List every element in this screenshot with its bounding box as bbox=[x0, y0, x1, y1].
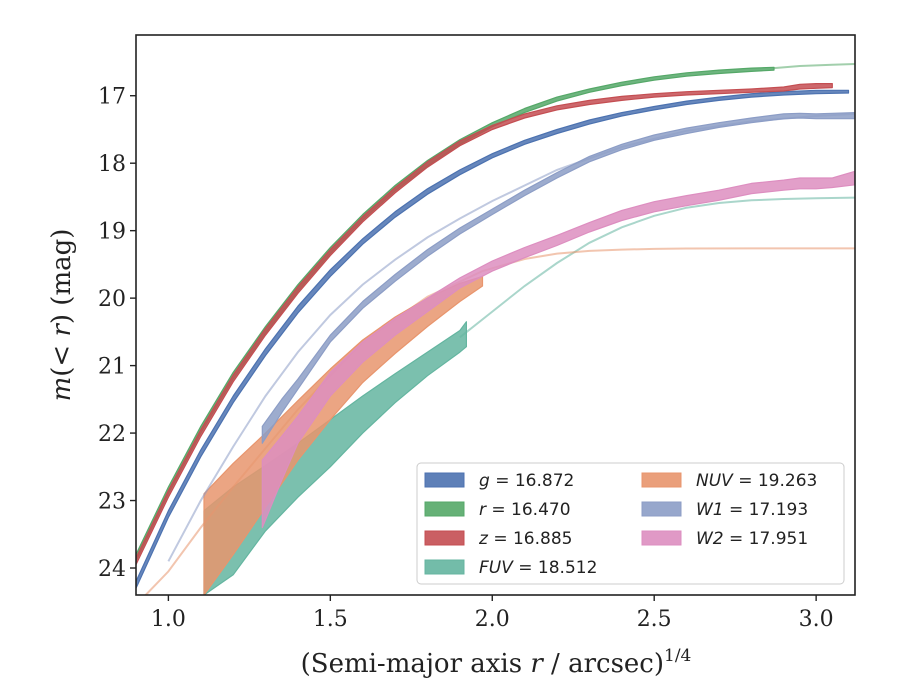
y-tick-label: 20 bbox=[98, 287, 126, 312]
legend-swatch-w2 bbox=[641, 530, 682, 546]
y-tick-label: 24 bbox=[98, 557, 126, 582]
series-z bbox=[136, 82, 833, 566]
x-tick-label: 1.0 bbox=[151, 607, 186, 632]
series-z-band bbox=[136, 82, 833, 566]
y-axis: 17 18 19 20 21 22 23 24 bbox=[98, 85, 136, 582]
plot-frame bbox=[135, 34, 856, 596]
series-w1-band bbox=[261, 111, 855, 444]
legend-swatch-w1 bbox=[641, 501, 682, 517]
x-tick-label: 2.5 bbox=[637, 607, 672, 632]
series-r-model-line bbox=[773, 63, 855, 70]
legend-swatch-g bbox=[424, 472, 465, 488]
legend-label-w2: W2 = 17.951 bbox=[696, 529, 808, 549]
series-layer bbox=[136, 63, 855, 595]
y-axis-label: m(< r) (mag) bbox=[47, 229, 77, 402]
legend-swatch-z bbox=[424, 530, 465, 546]
x-tick-label: 1.5 bbox=[313, 607, 348, 632]
y-tick-label: 23 bbox=[98, 490, 126, 515]
x-tick-label: 3.0 bbox=[799, 607, 834, 632]
y-tick-label: 17 bbox=[98, 85, 126, 110]
legend: g = 16.872 r = 16.470 z = 16.885 FUV = 18.5… bbox=[416, 462, 845, 585]
series-fuv-model-line bbox=[459, 196, 855, 339]
x-axis-label: (Semi-major axis r / arcsec)1/4 bbox=[301, 646, 692, 679]
series-w2 bbox=[261, 170, 855, 529]
series-w1 bbox=[167, 111, 855, 562]
y-tick-label: 22 bbox=[98, 422, 126, 447]
y-tick-label: 21 bbox=[98, 355, 126, 380]
legend-label-fuv: FUV = 18.512 bbox=[479, 558, 597, 578]
x-tick-label: 2.0 bbox=[475, 607, 510, 632]
legend-swatch-nuv bbox=[641, 472, 682, 488]
legend-label-g: g = 16.872 bbox=[479, 471, 574, 491]
legend-box bbox=[416, 462, 845, 585]
series-g bbox=[136, 89, 850, 589]
legend-swatch-fuv bbox=[424, 559, 465, 575]
legend-label-r: r = 16.470 bbox=[479, 500, 571, 520]
x-axis: 1.0 1.5 2.0 2.5 3.0 bbox=[151, 595, 834, 632]
series-w2-band bbox=[261, 170, 855, 529]
legend-label-w1: W1 = 17.193 bbox=[696, 500, 808, 520]
legend-swatch-r bbox=[424, 501, 465, 517]
y-tick-label: 19 bbox=[98, 220, 126, 245]
y-tick-label: 18 bbox=[98, 152, 126, 177]
legend-label-nuv: NUV = 19.263 bbox=[696, 471, 817, 491]
series-g-band bbox=[136, 89, 850, 589]
legend-label-z: z = 16.885 bbox=[478, 529, 572, 549]
